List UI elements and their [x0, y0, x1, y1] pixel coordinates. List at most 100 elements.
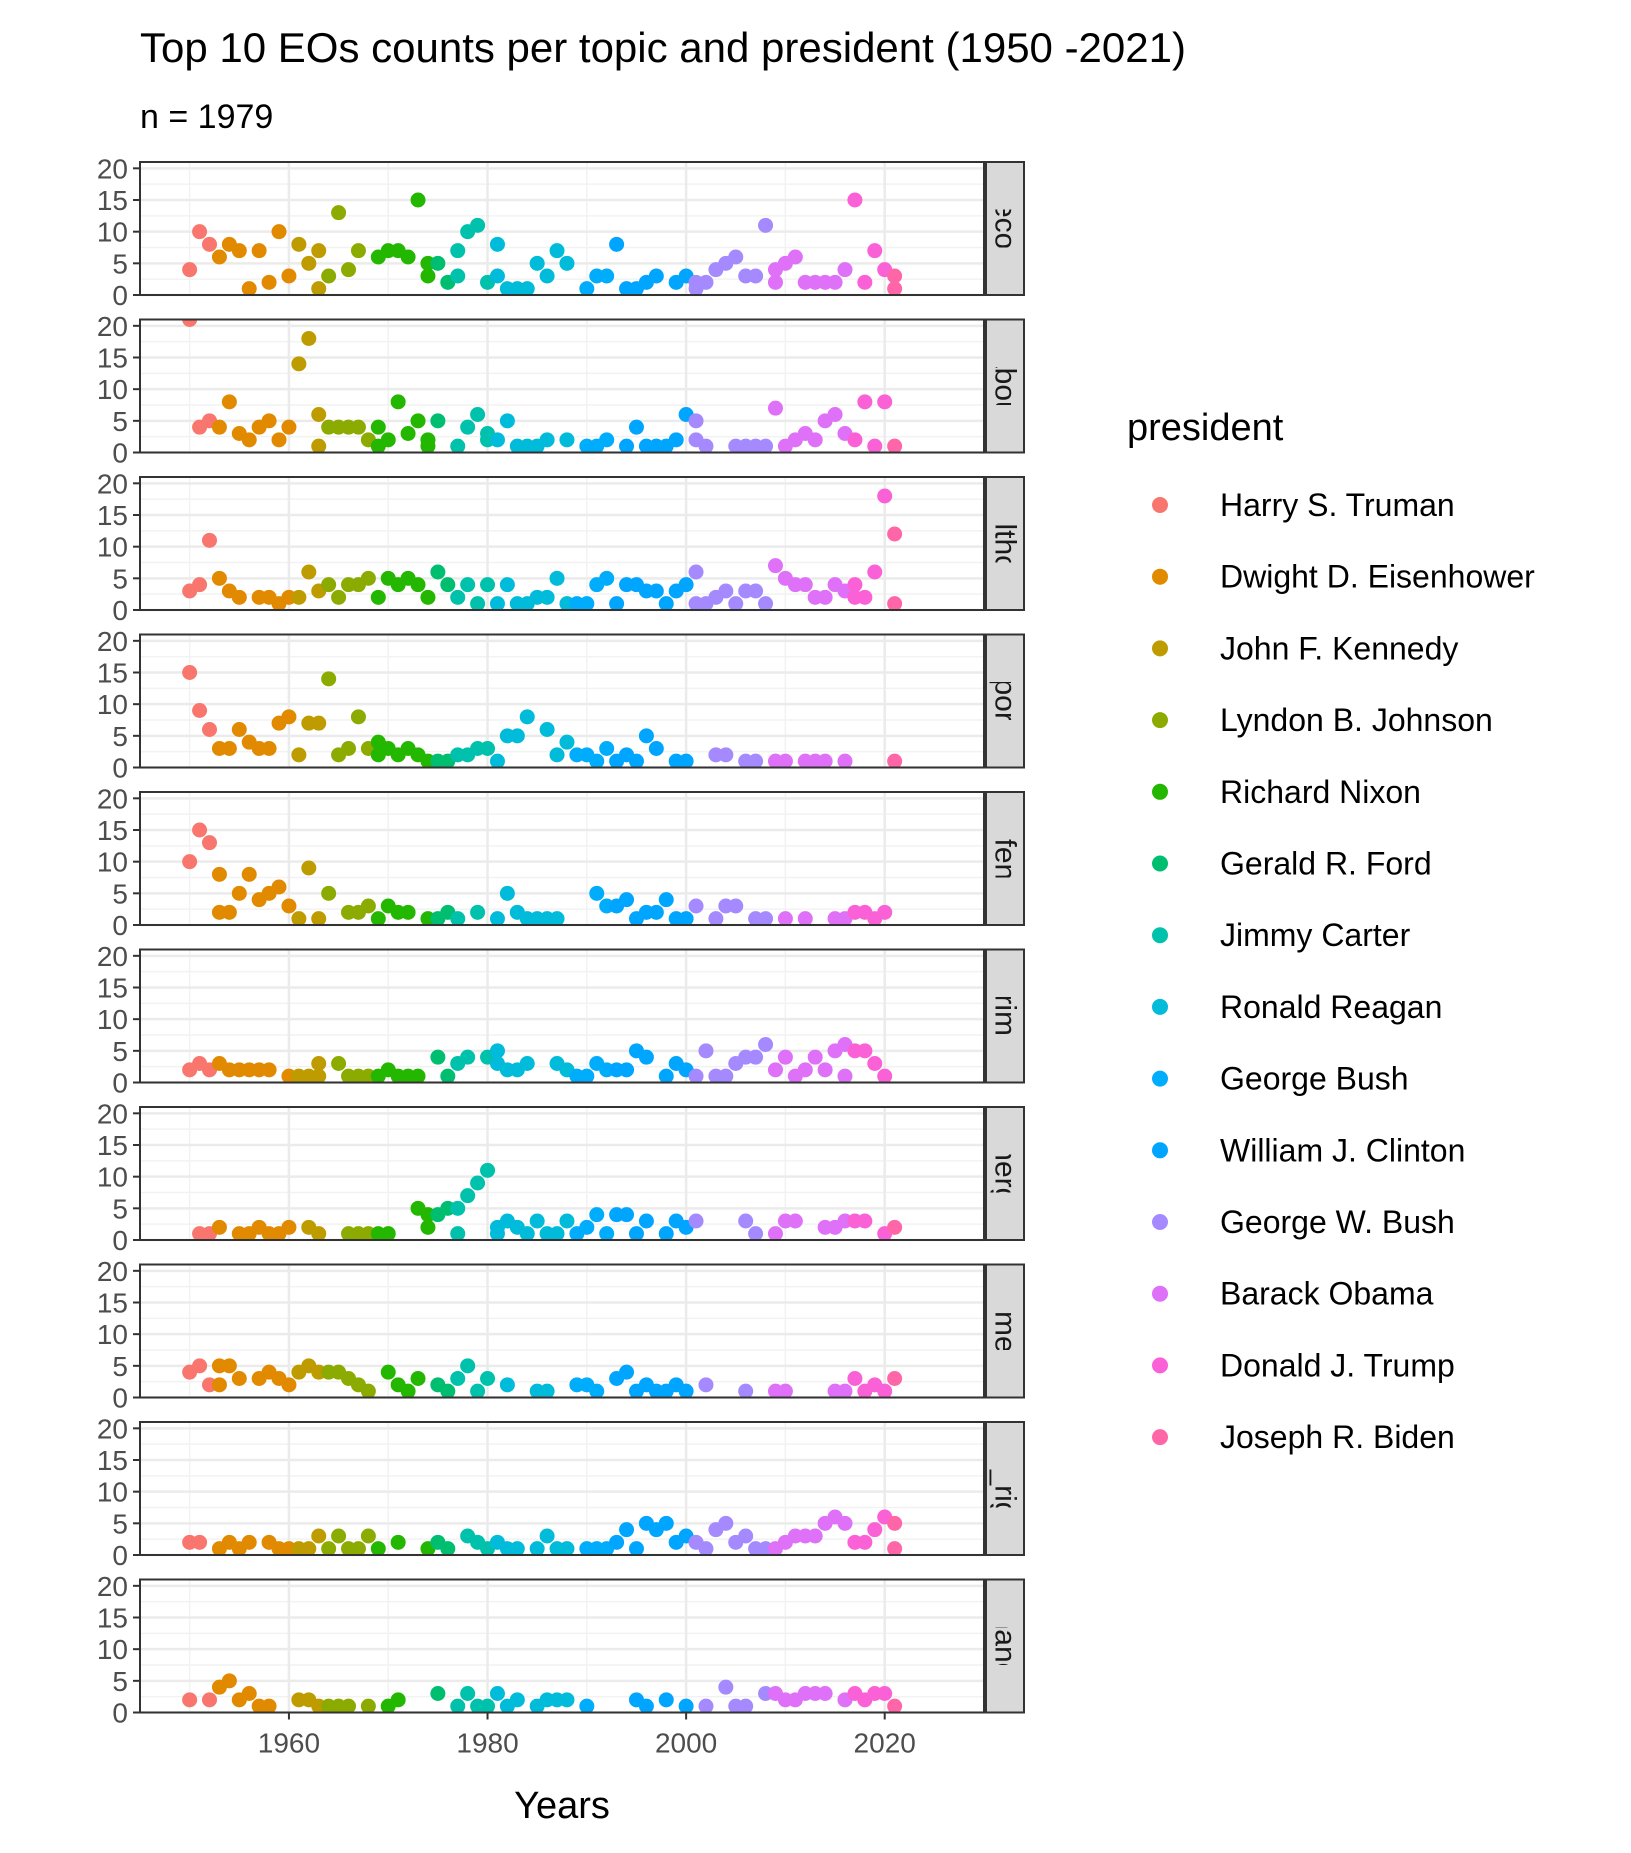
y-tick-label: 5	[112, 721, 128, 752]
data-point	[777, 1383, 793, 1398]
data-point	[767, 558, 783, 574]
data-point	[311, 243, 327, 259]
data-point	[360, 1383, 376, 1398]
data-point	[380, 1226, 396, 1240]
data-point	[559, 734, 575, 750]
data-point	[648, 583, 664, 599]
data-point	[231, 722, 247, 737]
x-tick-label: 2000	[655, 1728, 717, 1759]
data-point	[738, 1698, 754, 1713]
data-point	[211, 1377, 227, 1393]
panel-border	[139, 318, 985, 454]
data-point	[410, 192, 426, 208]
data-point	[549, 570, 565, 586]
panel-border	[139, 948, 985, 1084]
legend-label: Gerald R. Ford	[1220, 846, 1432, 882]
data-point	[192, 1534, 208, 1550]
data-point	[698, 274, 714, 290]
data-point	[887, 281, 903, 295]
data-point	[261, 274, 277, 290]
y-tick-label: 10	[97, 1319, 128, 1350]
data-point	[628, 1541, 644, 1555]
data-point	[767, 1226, 783, 1240]
data-point	[192, 577, 208, 593]
data-point	[847, 192, 863, 208]
data-point	[281, 898, 297, 914]
data-point	[648, 741, 664, 756]
panel-background	[140, 1422, 984, 1555]
legend-key	[1152, 497, 1168, 513]
data-point	[430, 255, 446, 271]
data-point	[281, 1377, 297, 1393]
facet-strip-label: defence	[989, 805, 1022, 912]
data-point	[480, 1698, 496, 1713]
data-point	[589, 885, 605, 901]
point-group	[182, 192, 903, 295]
data-point	[857, 1213, 873, 1229]
data-point	[698, 1043, 714, 1059]
point-group	[192, 1162, 903, 1240]
data-point	[450, 1698, 466, 1713]
data-point	[301, 1541, 317, 1555]
data-point	[837, 753, 853, 768]
data-point	[470, 904, 486, 920]
data-point	[609, 236, 625, 252]
legend-label: Lyndon B. Johnson	[1220, 702, 1493, 738]
data-point	[718, 583, 734, 599]
data-point	[678, 1383, 694, 1398]
data-point	[807, 432, 823, 448]
data-point	[857, 1043, 873, 1059]
legend-entry: Jimmy Carter	[1152, 917, 1411, 953]
data-point	[499, 1377, 515, 1393]
y-tick-label: 0	[112, 1383, 128, 1414]
data-point	[599, 741, 615, 756]
point-group	[182, 319, 903, 453]
data-point	[370, 1541, 386, 1555]
data-point	[440, 1068, 456, 1083]
data-point	[331, 1056, 347, 1071]
y-tick-label: 5	[112, 1508, 128, 1539]
data-point	[241, 281, 257, 295]
data-point	[430, 1686, 446, 1701]
data-point	[767, 400, 783, 416]
data-point	[887, 268, 903, 284]
data-point	[638, 1049, 654, 1065]
y-tick-label: 0	[112, 1068, 128, 1099]
point-group	[182, 488, 903, 610]
data-point	[499, 413, 515, 429]
data-point	[589, 753, 605, 768]
data-point	[688, 1068, 704, 1083]
legend-entry: Richard Nixon	[1152, 774, 1421, 810]
data-point	[748, 583, 764, 599]
data-point	[241, 866, 257, 882]
legend-label: Dwight D. Eisenhower	[1220, 559, 1535, 595]
data-point	[261, 1062, 277, 1078]
data-point	[738, 1528, 754, 1544]
data-point	[887, 1698, 903, 1713]
data-point	[271, 879, 287, 895]
legend-entry: John F. Kennedy	[1152, 630, 1458, 666]
y-tick-label: 0	[112, 910, 128, 941]
data-point	[420, 589, 436, 605]
legend-key	[1152, 855, 1168, 872]
data-point	[678, 577, 694, 593]
data-point	[311, 911, 327, 925]
facet-strip	[985, 948, 1025, 1084]
data-point	[867, 564, 883, 580]
data-point	[211, 570, 227, 586]
y-tick-label: 0	[112, 438, 128, 469]
legend-entry: Dwight D. Eisenhower	[1152, 559, 1535, 595]
facet-strip	[985, 161, 1025, 296]
data-point	[489, 268, 505, 284]
data-point	[559, 255, 575, 271]
data-point	[539, 432, 555, 448]
data-point	[182, 665, 198, 680]
data-point	[628, 1226, 644, 1240]
data-point	[221, 904, 237, 920]
data-point	[410, 1371, 426, 1386]
data-point	[400, 904, 416, 920]
facet-strip	[985, 1421, 1025, 1556]
y-tick-label: 5	[112, 248, 128, 279]
